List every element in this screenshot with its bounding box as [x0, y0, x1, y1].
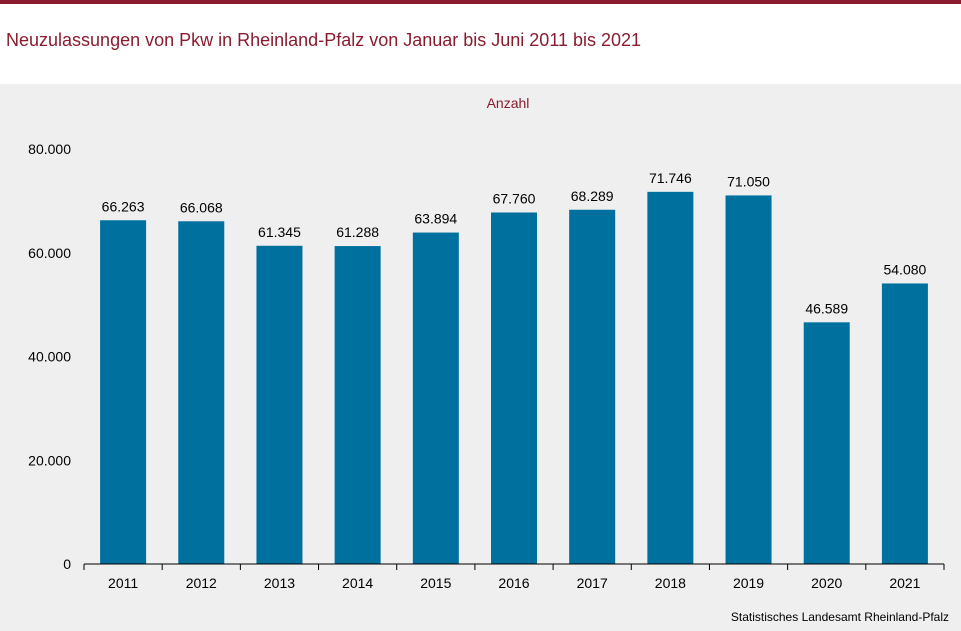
x-tick-label: 2021 — [889, 575, 920, 591]
x-tick-label: 2013 — [264, 575, 295, 591]
y-tick-label: 80.000 — [28, 141, 71, 157]
page-title: Neuzulassungen von Pkw in Rheinland-Pfal… — [6, 30, 642, 50]
x-tick-label: 2016 — [498, 575, 529, 591]
data-label: 46.589 — [805, 300, 848, 316]
x-axis: 2011 2012 2013 2014 2015 2016 2017 2018 2019 2020… — [83, 563, 945, 591]
unit-label: Anzahl — [487, 95, 530, 111]
x-tick-label: 2011 — [108, 575, 138, 591]
x-tick-label: 2017 — [577, 575, 608, 591]
bar — [412, 232, 459, 565]
data-label: 66.263 — [102, 198, 145, 214]
data-label: 71.746 — [649, 170, 692, 186]
top-accent-bar — [0, 0, 961, 4]
data-label: 71.050 — [727, 173, 770, 189]
y-tick-label: 60.000 — [28, 245, 71, 261]
data-label: 61.288 — [336, 224, 379, 240]
x-tick-label: 2012 — [186, 575, 217, 591]
source-note: Statistisches Landesamt Rheinland-Pfalz — [730, 610, 949, 624]
data-label: 68.289 — [571, 188, 614, 204]
x-tick-label: 2015 — [420, 575, 451, 591]
bar — [647, 191, 694, 564]
bar — [725, 195, 772, 564]
bars: 66.263 66.068 61.345 61.288 63.894 67.760 68.2… — [100, 170, 928, 565]
x-tick-label: 2019 — [733, 575, 764, 591]
x-tick-label: 2014 — [342, 575, 373, 591]
bar — [881, 283, 928, 564]
bar — [491, 212, 537, 564]
bar — [334, 246, 381, 565]
chart-panel — [0, 84, 961, 631]
y-tick-label: 40.000 — [28, 349, 71, 365]
data-label: 61.345 — [258, 224, 301, 240]
bar — [803, 322, 850, 564]
bar — [178, 221, 225, 564]
y-tick-label: 20.000 — [28, 452, 71, 468]
data-label: 67.760 — [493, 190, 536, 206]
y-tick-label: 0 — [63, 556, 71, 572]
x-tick-label: 2018 — [655, 575, 686, 591]
data-label: 63.894 — [414, 211, 457, 227]
y-axis: 0 20.000 40.000 60.000 80.000 — [28, 141, 71, 572]
data-label: 54.080 — [883, 261, 926, 277]
bar — [100, 220, 147, 564]
data-label: 66.068 — [180, 199, 223, 215]
bar — [256, 245, 303, 564]
bar — [569, 209, 616, 565]
x-tick-label: 2020 — [811, 575, 842, 591]
